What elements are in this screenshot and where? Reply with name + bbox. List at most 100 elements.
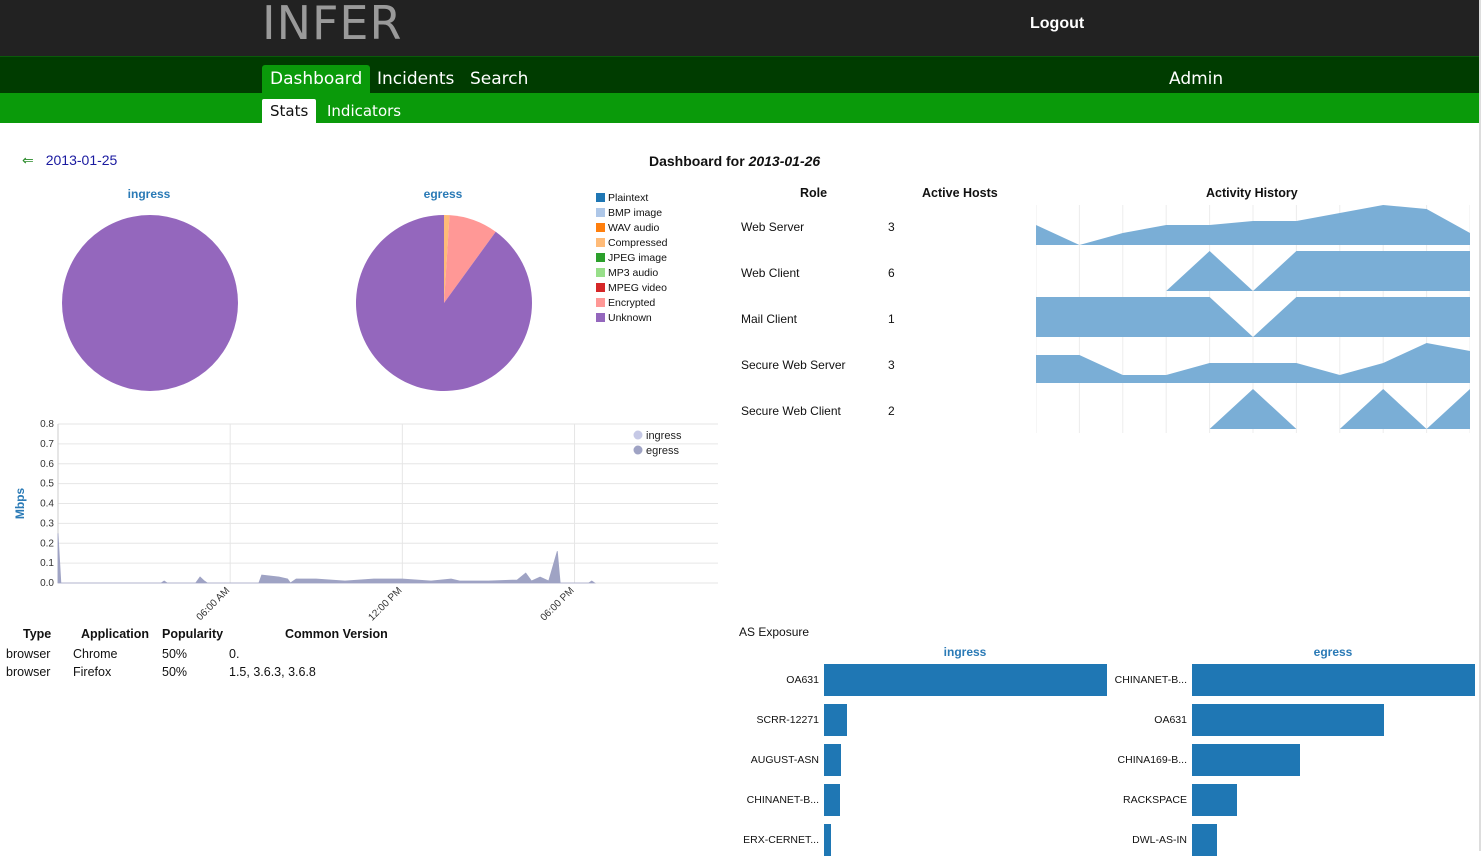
- legend-swatch: [596, 268, 605, 277]
- apps-cell: 1.5, 3.6.3, 3.6.8: [229, 665, 316, 679]
- as-bar-label: OA631: [1154, 714, 1187, 726]
- legend-label: Unknown: [608, 312, 652, 324]
- y-axis-label: Mbps: [13, 488, 27, 520]
- y-tick-label: 0.2: [40, 538, 54, 549]
- role-host-count: 1: [888, 312, 895, 326]
- tab-admin[interactable]: Admin: [1169, 69, 1224, 89]
- y-tick-label: 0.5: [40, 479, 54, 490]
- chart-legend-swatch[interactable]: [633, 445, 643, 455]
- legend-label: Compressed: [608, 237, 668, 249]
- as-ingress-title: ingress: [943, 645, 987, 659]
- logout-link[interactable]: Logout: [1030, 15, 1085, 32]
- legend-item: WAV audio: [596, 221, 668, 236]
- legend-label: WAV audio: [608, 222, 660, 234]
- pie-slice-encrypted[interactable]: [444, 215, 496, 303]
- tab-incidents[interactable]: Incidents: [377, 69, 455, 89]
- role-host-count: 3: [888, 358, 895, 372]
- role-host-count: 3: [888, 220, 895, 234]
- history-sparkline[interactable]: [1036, 343, 1470, 383]
- as-bar-label: CHINANET-B...: [1114, 674, 1187, 686]
- y-tick-label: 0.8: [40, 419, 54, 430]
- y-tick-label: 0.4: [40, 499, 54, 510]
- legend-item: Compressed: [596, 236, 668, 251]
- back-arrow-icon: ⇐: [22, 152, 34, 168]
- legend-swatch: [596, 313, 605, 322]
- apps-header-popularity: Popularity: [162, 627, 224, 641]
- legend-swatch: [596, 208, 605, 217]
- as-bar[interactable]: [1192, 784, 1238, 816]
- legend-label: MP3 audio: [608, 267, 659, 279]
- y-tick-label: 0.3: [40, 518, 54, 529]
- previous-day-link[interactable]: ⇐ 2013-01-25: [22, 152, 117, 169]
- as-bar[interactable]: [1192, 744, 1300, 776]
- main-nav: Dashboard Incidents Search Admin: [0, 56, 1479, 94]
- legend-item: Unknown: [596, 311, 668, 326]
- as-bar[interactable]: [824, 824, 832, 856]
- history-sparkline[interactable]: [1036, 251, 1470, 291]
- subtab-stats[interactable]: Stats: [262, 99, 317, 123]
- tab-dashboard[interactable]: Dashboard: [262, 65, 371, 94]
- ingress-pie-title: ingress: [127, 187, 171, 201]
- apps-cell: browser: [6, 665, 51, 679]
- page-title: Dashboard for 2013-01-26: [649, 153, 820, 169]
- legend-swatch: [596, 193, 605, 202]
- legend-swatch: [596, 223, 605, 232]
- as-bar[interactable]: [1192, 824, 1218, 856]
- legend-item: MPEG video: [596, 281, 668, 296]
- roles-header-role: Role: [800, 186, 828, 200]
- series-area-egress[interactable]: [57, 533, 596, 584]
- sub-nav: Stats Indicators: [0, 93, 1479, 123]
- roles-header-hosts: Active Hosts: [922, 186, 998, 200]
- subtab-indicators[interactable]: Indicators: [327, 102, 402, 120]
- chart-legend-label[interactable]: egress: [646, 445, 680, 457]
- as-bar[interactable]: [824, 744, 841, 776]
- page-title-prefix: Dashboard for: [649, 153, 749, 169]
- as-exposure-title: AS Exposure: [739, 625, 810, 639]
- as-bar-label: ERX-CERNET...: [743, 834, 819, 846]
- as-bar[interactable]: [1192, 664, 1475, 696]
- as-bar-label: CHINA169-B...: [1117, 754, 1187, 766]
- chart-legend-label[interactable]: ingress: [646, 430, 682, 442]
- legend-label: Plaintext: [608, 192, 649, 204]
- as-egress-title: egress: [1313, 645, 1353, 659]
- egress-pie-chart: [356, 215, 532, 391]
- history-sparkline[interactable]: [1036, 205, 1470, 245]
- tab-search[interactable]: Search: [470, 69, 529, 89]
- apps-cell: 0.: [229, 647, 240, 661]
- apps-cell: Firefox: [73, 665, 112, 679]
- page-title-date: 2013-01-26: [748, 153, 821, 169]
- pie-slice-unknown[interactable]: [356, 215, 532, 391]
- app-logo[interactable]: INFER: [262, 0, 403, 50]
- history-sparkline[interactable]: [1036, 297, 1470, 337]
- activity-history-sparklines: [1036, 205, 1470, 433]
- pie-slice-compressed[interactable]: [444, 215, 450, 303]
- pie-legend: Plaintext BMP image WAV audio Compressed JPE…: [596, 191, 668, 326]
- apps-cell: browser: [6, 647, 51, 661]
- history-sparkline[interactable]: [1036, 389, 1470, 429]
- legend-label: BMP image: [608, 207, 663, 219]
- y-tick-label: 0.1: [40, 558, 54, 569]
- y-tick-label: 0.6: [40, 459, 54, 470]
- as-bar-label: CHINANET-B...: [746, 794, 819, 806]
- as-bar-label: OA631: [786, 674, 819, 686]
- as-bar[interactable]: [824, 704, 847, 736]
- legend-swatch: [596, 238, 605, 247]
- role-host-count: 6: [888, 266, 895, 280]
- roles-header-history: Activity History: [1206, 186, 1298, 200]
- pie-slice-unknown[interactable]: [62, 215, 238, 391]
- y-tick-label: 0.0: [40, 578, 54, 589]
- role-host-count: 2: [888, 404, 895, 418]
- apps-cell: 50%: [162, 665, 188, 679]
- legend-swatch: [596, 253, 605, 262]
- legend-swatch: [596, 298, 605, 307]
- legend-item: Plaintext: [596, 191, 668, 206]
- as-bar[interactable]: [824, 784, 840, 816]
- as-bar[interactable]: [824, 664, 1107, 696]
- role-name: Mail Client: [741, 312, 798, 326]
- chart-legend-swatch[interactable]: [633, 430, 643, 440]
- legend-item: MP3 audio: [596, 266, 668, 281]
- as-bar[interactable]: [1192, 704, 1385, 736]
- as-bar-label: AUGUST-ASN: [750, 754, 819, 766]
- role-name: Secure Web Client: [741, 404, 841, 418]
